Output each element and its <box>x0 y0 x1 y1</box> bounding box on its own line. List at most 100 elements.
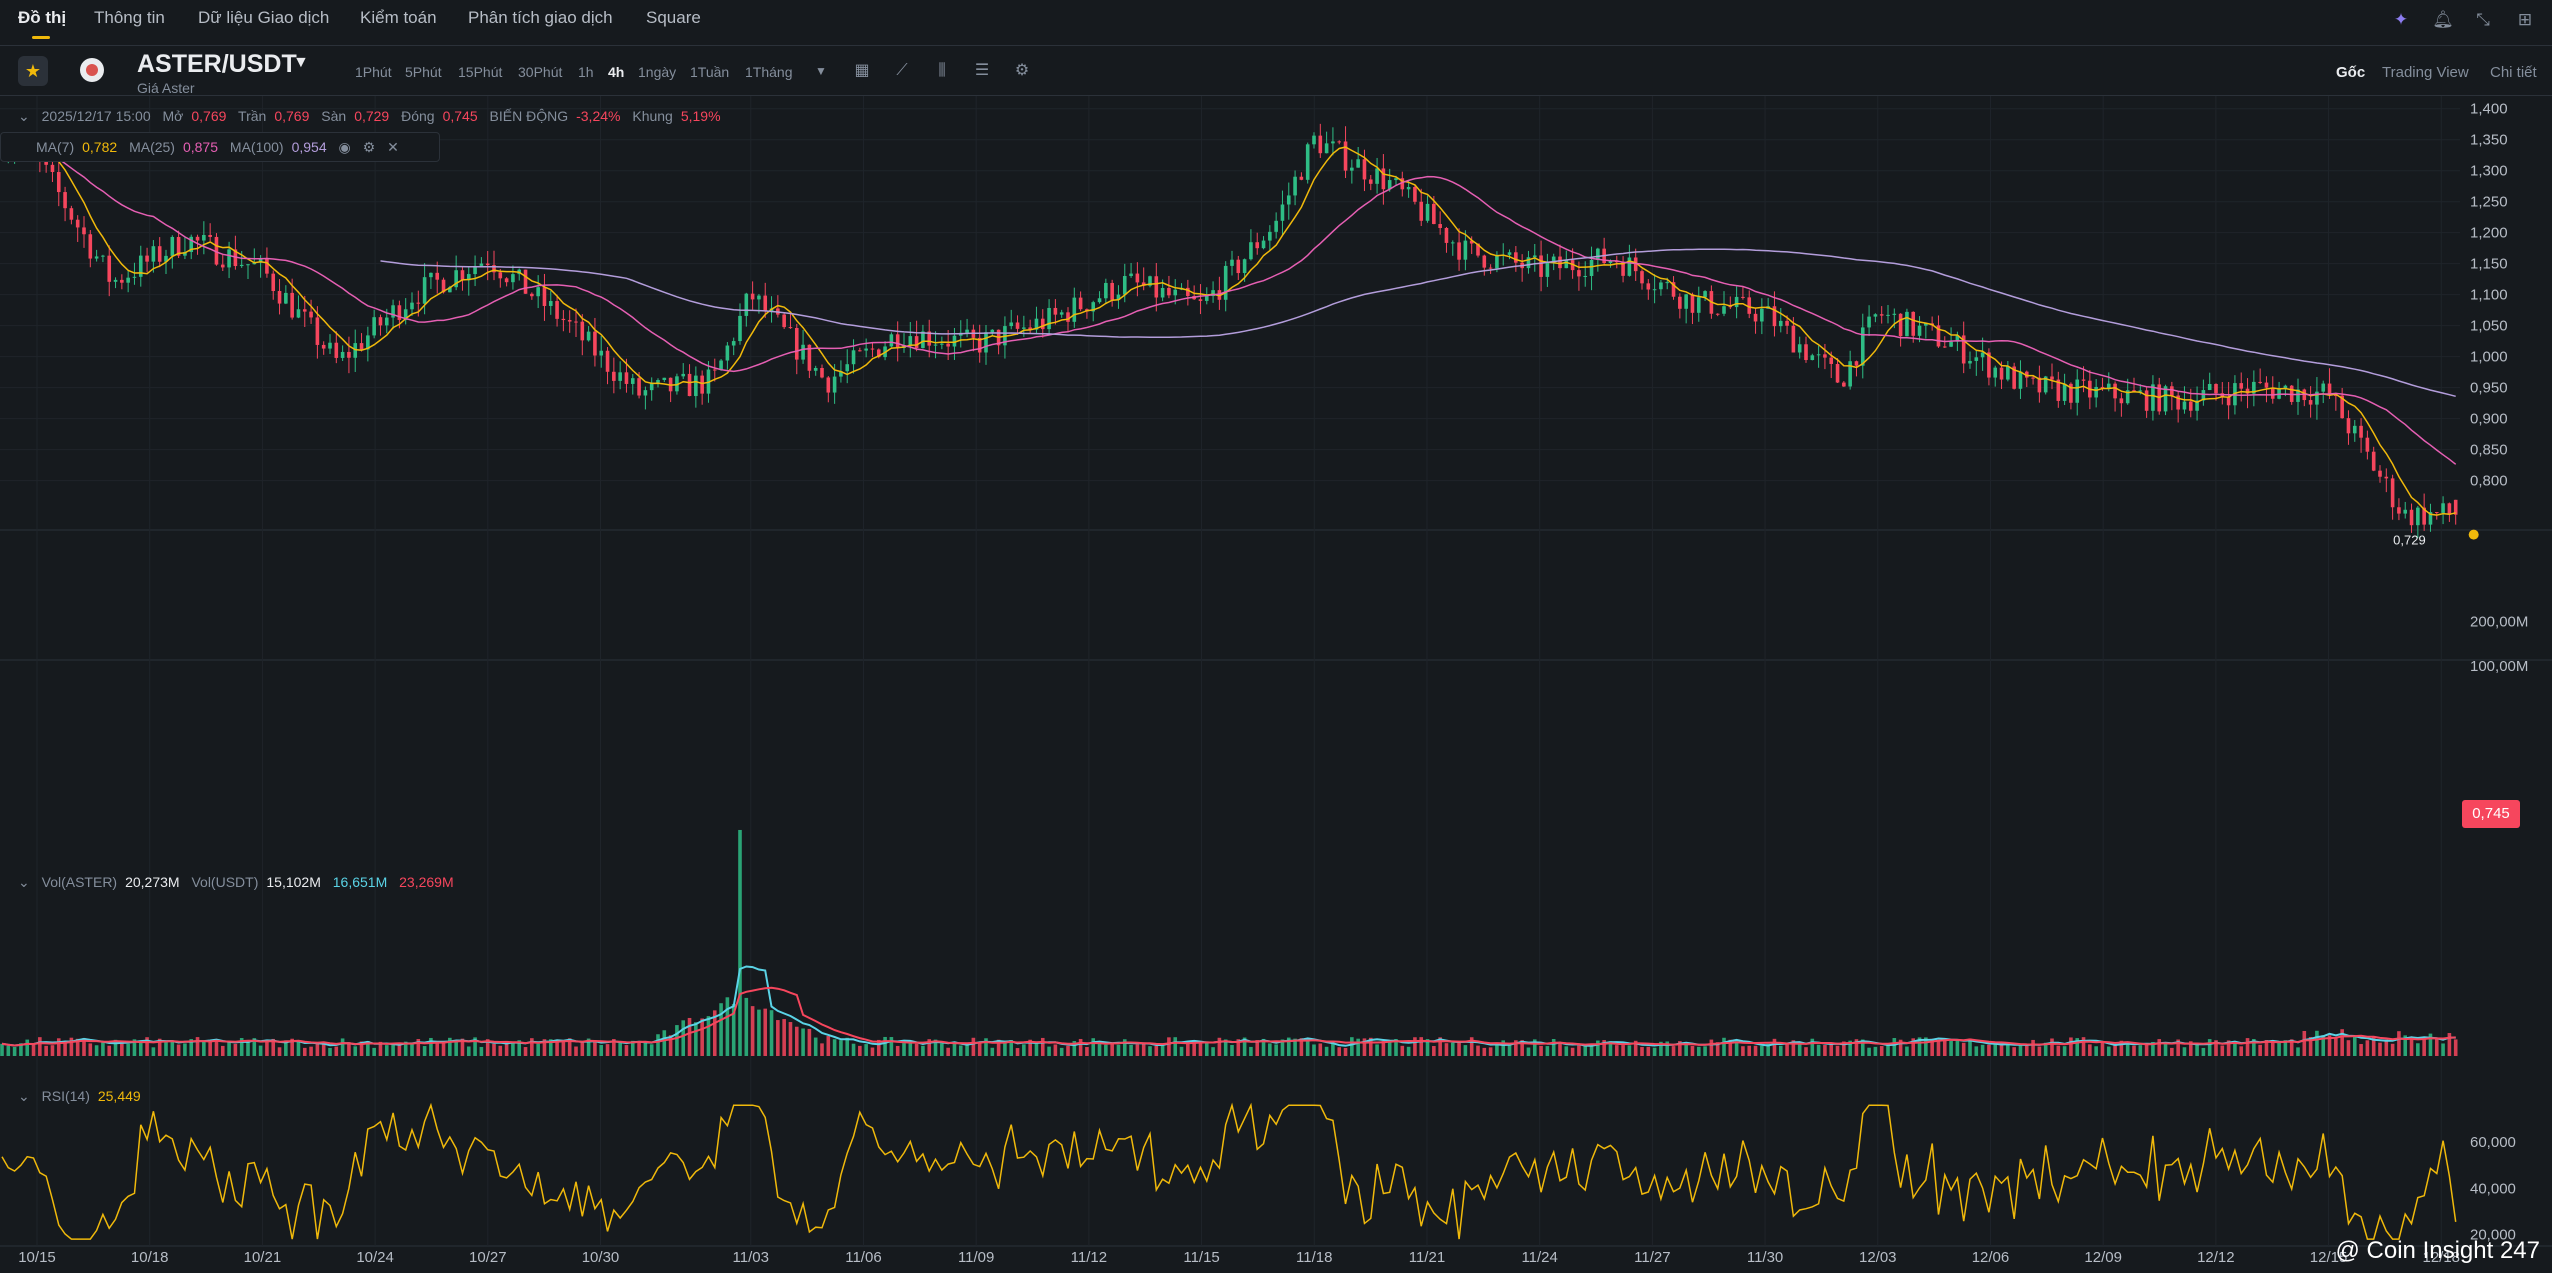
pair-subtitle: Giá Aster <box>137 80 195 96</box>
candle-body <box>542 287 547 306</box>
volume-bar <box>1034 1042 1039 1056</box>
volume-bar <box>12 1046 17 1056</box>
price-chart[interactable]: 1,400 1,350 1,300 1,250 1,200 1,150 1,100 1,050… <box>0 96 2552 1273</box>
volume-bar <box>157 1038 162 1056</box>
volume-bar <box>1829 1044 1834 1056</box>
interval-1d[interactable]: 1ngày <box>638 64 677 80</box>
volume-bar <box>1728 1039 1733 1056</box>
volume-bar <box>876 1039 881 1056</box>
interval-1mo[interactable]: 1Tháng <box>745 64 793 80</box>
volume-bar <box>328 1047 332 1056</box>
close-icon[interactable]: ✕ <box>387 139 399 155</box>
volume-bar <box>908 1041 913 1056</box>
interval-1h[interactable]: 1h <box>578 64 594 80</box>
volume-bar <box>1924 1037 1928 1056</box>
eye-icon[interactable]: ◉ <box>338 139 351 155</box>
candle-body <box>397 305 402 320</box>
volume-bar <box>372 1047 376 1056</box>
candle-body <box>1463 240 1468 260</box>
volume-bar <box>1469 1037 1474 1056</box>
collapse-icon[interactable]: ⤡ <box>2476 10 2490 29</box>
caret-down-icon[interactable]: ▼ <box>293 54 309 71</box>
candle-body <box>794 327 799 360</box>
interval-4h[interactable]: 4h <box>608 64 625 80</box>
candle-body <box>2378 470 2382 477</box>
candle-body <box>1495 254 1499 269</box>
candle-body <box>675 376 679 392</box>
settings-list-icon[interactable]: ☰ <box>974 62 990 79</box>
candle-body <box>788 327 793 329</box>
volume-bar <box>44 1045 48 1056</box>
view-tradingview[interactable]: Trading View <box>2382 64 2469 81</box>
tab-trading-data[interactable]: Dữ liệu Giao dịch <box>198 8 330 27</box>
volume-bar <box>31 1044 36 1056</box>
chevron-down-icon[interactable]: ⌄ <box>18 108 30 124</box>
interval-15m[interactable]: 15Phút <box>458 64 503 80</box>
volume-bar <box>1873 1046 1878 1056</box>
candle-body <box>1053 307 1058 315</box>
interval-1w[interactable]: 1Tuần <box>690 64 730 80</box>
tab-audit[interactable]: Kiểm toán <box>360 8 437 27</box>
volume-bar <box>454 1040 458 1056</box>
candle-body <box>2024 371 2029 378</box>
candle-body <box>1747 297 1752 314</box>
volume-bar <box>82 1038 86 1056</box>
volume-bar <box>1627 1045 1632 1056</box>
candle-body <box>1539 255 1543 277</box>
time-tick-label: 12/15 <box>2310 1249 2348 1266</box>
tab-info[interactable]: Thông tin <box>94 8 165 27</box>
interval-30m[interactable]: 30Phút <box>518 64 563 80</box>
candle-body <box>1848 361 1852 387</box>
rsi-value: 25,449 <box>97 1088 141 1104</box>
volume-bar <box>1324 1046 1329 1056</box>
candle-body <box>1810 355 1815 361</box>
chevron-down-icon[interactable]: ⌄ <box>18 1088 30 1104</box>
interval-1m[interactable]: 1Phút <box>355 64 392 80</box>
view-depth[interactable]: Chi tiết <box>2490 64 2537 81</box>
interval-dropdown-icon[interactable]: ▼ <box>815 64 827 78</box>
candle-body <box>839 371 843 377</box>
candle-body <box>63 192 67 209</box>
volume-bar <box>2094 1046 2098 1056</box>
candle-body <box>403 309 408 320</box>
volume-bar <box>744 997 749 1056</box>
candle-body <box>2409 509 2414 526</box>
volume-bar <box>1659 1041 1663 1056</box>
interval-5m[interactable]: 5Phút <box>405 64 442 80</box>
volume-bar <box>870 1047 875 1056</box>
candle-body <box>1110 282 1114 300</box>
candle-body <box>479 263 484 266</box>
tab-trade-analysis[interactable]: Phân tích giao dịch <box>468 8 613 27</box>
candle-body <box>2416 507 2420 526</box>
volume-bar <box>378 1041 383 1056</box>
candle-type-icon[interactable]: ⫼ <box>938 62 946 79</box>
indicator-icon[interactable]: ⟋ <box>896 62 908 79</box>
ohlc-change: -3,24% <box>576 108 621 124</box>
tab-square[interactable]: Square <box>646 8 701 27</box>
volume-bar <box>1400 1045 1405 1056</box>
chart-area[interactable]: 1,400 1,350 1,300 1,250 1,200 1,150 1,100 1,050… <box>0 96 2552 1273</box>
time-tick-label: 11/09 <box>958 1249 994 1266</box>
candle-body <box>1526 257 1531 269</box>
tab-chart[interactable]: Đồ thị <box>18 8 67 39</box>
calendar-icon[interactable]: ▦ <box>854 62 870 79</box>
view-original[interactable]: Gốc <box>2336 64 2366 81</box>
candle-body <box>2315 391 2319 405</box>
volume-bar <box>618 1042 622 1056</box>
volume-bar <box>2315 1030 2319 1056</box>
ohlc-legend: ⌄ 2025/12/17 15:00 Mở 0,769 Trần 0,769 Sàn… <box>18 108 721 124</box>
grid-icon[interactable]: ⊞ <box>2517 10 2533 29</box>
candle-body <box>1387 180 1392 190</box>
volume-bar <box>1898 1039 1903 1056</box>
pair-title[interactable]: ASTER/USDT <box>137 50 297 78</box>
volume-bar <box>1879 1046 1884 1056</box>
bell-icon[interactable]: 🔔︎ <box>2432 10 2454 29</box>
settings-icon[interactable]: ⚙ <box>362 139 376 155</box>
favorite-star-icon[interactable]: ★ <box>18 56 48 86</box>
volume-bar <box>2428 1033 2433 1056</box>
volume-bar <box>1583 1045 1588 1056</box>
chevron-down-icon[interactable]: ⌄ <box>18 874 30 890</box>
gear-icon[interactable]: ⚙ <box>1014 62 1030 79</box>
candle-body <box>567 320 572 322</box>
sparkle-icon[interactable]: ✦ <box>2393 10 2409 29</box>
